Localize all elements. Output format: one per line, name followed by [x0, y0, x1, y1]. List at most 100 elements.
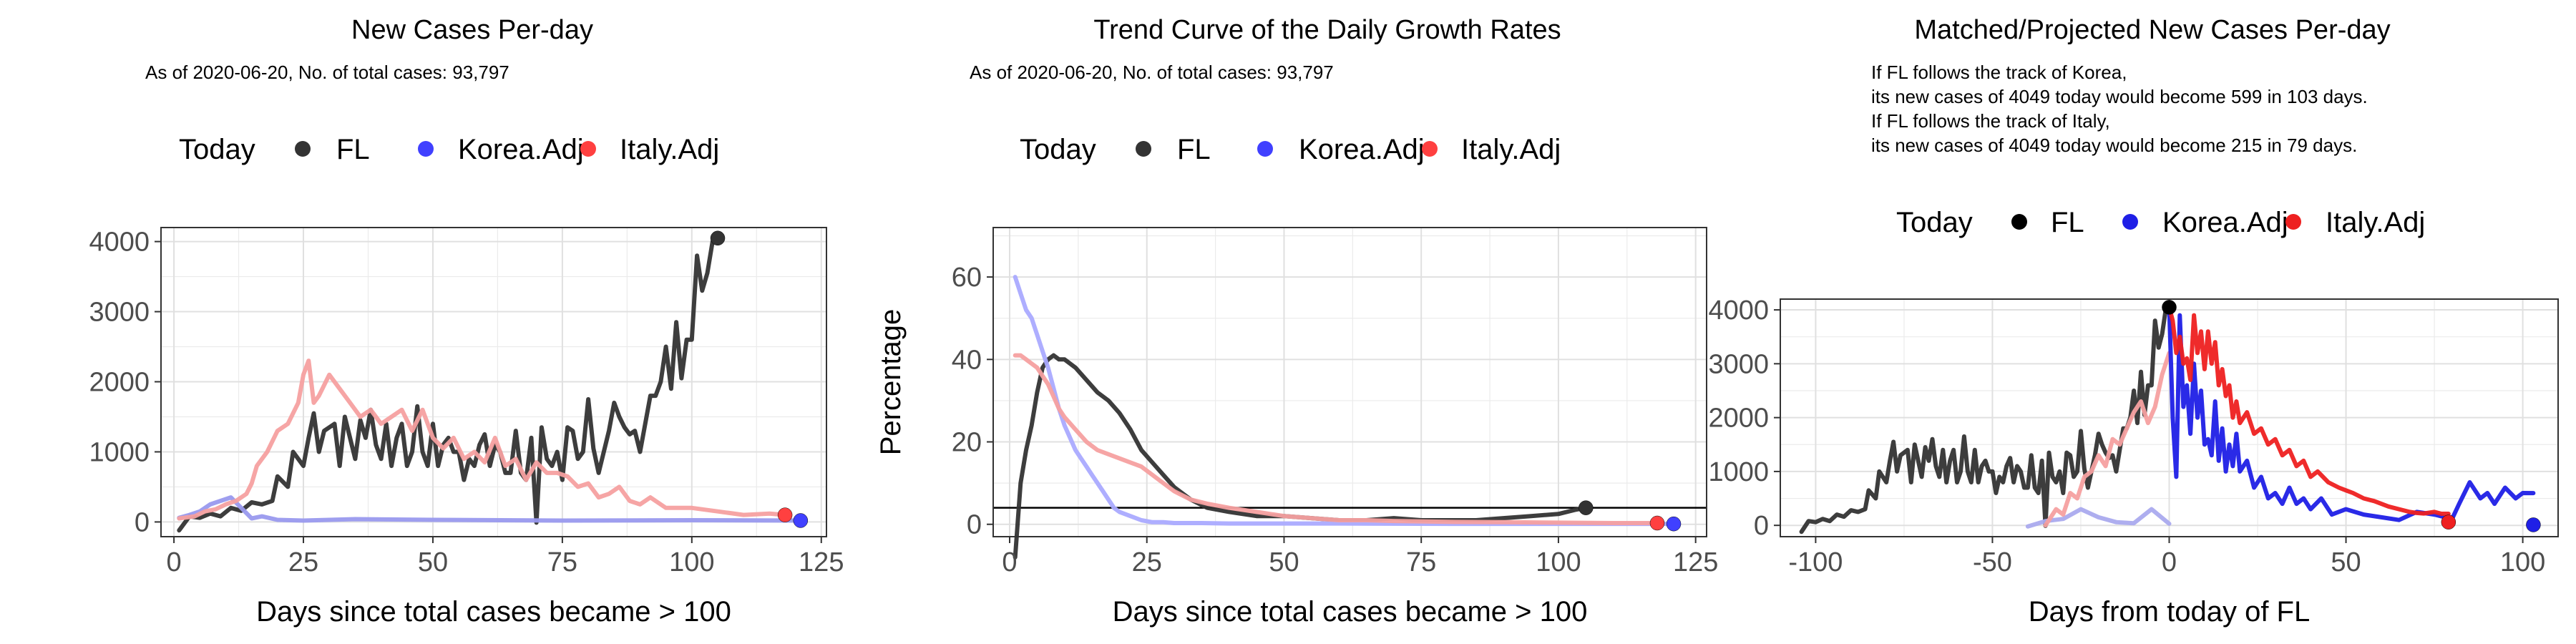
- legend-marker: [2011, 214, 2027, 230]
- chart-subtitle-line: its new cases of 4049 today would become…: [1871, 135, 2357, 156]
- series-line: [1013, 353, 1659, 525]
- chart-subtitle: As of 2020-06-20, No. of total cases: 93…: [970, 62, 1334, 83]
- today-point: [777, 507, 793, 522]
- today-point: [1649, 515, 1665, 531]
- today-point: [710, 230, 726, 246]
- legend-label: Korea.Adj: [1299, 134, 1425, 165]
- x-tick-label: 0: [167, 547, 182, 577]
- series-lines: [1013, 275, 1676, 560]
- axis-ticks: 0 25 50 75 100 125 0 20 40 60: [952, 263, 1719, 577]
- chart-legend: Today FL Korea.Adj Italy.Adj: [1896, 207, 2425, 238]
- series-line: [177, 495, 803, 523]
- legend-label: Italy.Adj: [620, 134, 719, 165]
- plot-border: [992, 227, 1707, 537]
- today-point: [1666, 516, 1682, 532]
- series-line: [177, 358, 788, 521]
- x-tick-label: 50: [1269, 547, 1299, 577]
- legend-label: Italy.Adj: [1461, 134, 1561, 165]
- y-tick-label: 4000: [1708, 296, 1769, 326]
- legend-label: Korea.Adj: [2162, 207, 2288, 238]
- series-line: [2025, 507, 2172, 529]
- chart-title: New Cases Per-day: [351, 15, 593, 45]
- today-point: [2441, 514, 2457, 530]
- x-tick-label: 75: [1406, 547, 1436, 577]
- y-axis-label: Percentage: [875, 309, 907, 456]
- legend-marker: [1257, 141, 1273, 157]
- x-tick-label: -100: [1788, 547, 1843, 577]
- chart-subtitle-line: its new cases of 4049 today would become…: [1871, 86, 2368, 107]
- y-tick-label: 2000: [89, 368, 150, 398]
- legend-marker: [2122, 214, 2138, 230]
- plot-background: [993, 228, 1707, 537]
- x-tick-label: 75: [547, 547, 577, 577]
- chart-panel-2: Trend Curve of the Daily Growth Rates As …: [875, 15, 1718, 628]
- chart-title: Trend Curve of the Daily Growth Rates: [1093, 15, 1561, 45]
- legend-marker: [1422, 141, 1438, 157]
- x-tick-label: 0: [2162, 547, 2177, 577]
- chart-legend: Today FL Korea.Adj Italy.Adj: [1020, 134, 1561, 165]
- chart-legend: Today FL Korea.Adj Italy.Adj: [179, 134, 719, 165]
- grid-lines: [1780, 299, 2558, 537]
- series-line: [177, 235, 720, 533]
- series-line: [1013, 275, 1676, 527]
- x-tick-label: 125: [799, 547, 844, 577]
- y-tick-label: 0: [1754, 511, 1769, 541]
- chart-title: Matched/Projected New Cases Per-day: [1914, 15, 2390, 45]
- chart-subtitle: As of 2020-06-20, No. of total cases: 93…: [145, 62, 509, 83]
- x-tick-label: 100: [1536, 547, 1581, 577]
- y-tick-label: 1000: [89, 437, 150, 467]
- y-tick-label: 3000: [1708, 349, 1769, 379]
- legend-title: Today: [1020, 134, 1096, 165]
- series-lines: [177, 235, 803, 533]
- y-tick-label: 0: [967, 510, 982, 540]
- y-tick-label: 2000: [1708, 404, 1769, 434]
- axis-ticks: 0 25 50 75 100 125 0 1000 2000 3000 4000: [89, 228, 844, 577]
- y-tick-label: 20: [952, 428, 982, 458]
- chart-subtitle-line: If FL follows the track of Italy,: [1871, 110, 2110, 132]
- today-point: [2162, 300, 2177, 315]
- series-line: [2043, 351, 2172, 528]
- x-axis-label: Days from today of FL: [2029, 596, 2310, 628]
- today-point: [793, 513, 809, 528]
- chart-panel-3: Matched/Projected New Cases Per-day If FL…: [1708, 15, 2559, 628]
- legend-title: Today: [1896, 207, 1973, 238]
- x-axis-label: Days since total cases became > 100: [256, 596, 731, 628]
- legend-label: FL: [336, 134, 370, 165]
- legend-label: Korea.Adj: [458, 134, 584, 165]
- x-axis-label: Days since total cases became > 100: [1113, 596, 1588, 628]
- series-line: [2167, 305, 2536, 522]
- x-tick-label: -50: [1973, 547, 2012, 577]
- series-lines: [1799, 305, 2536, 535]
- legend-label: Italy.Adj: [2326, 207, 2425, 238]
- legend-marker: [418, 141, 434, 157]
- x-tick-label: 0: [1002, 547, 1017, 577]
- x-tick-label: 125: [1673, 547, 1718, 577]
- x-tick-label: 50: [2331, 547, 2361, 577]
- legend-label: FL: [1177, 134, 1211, 165]
- y-tick-label: 0: [135, 507, 150, 537]
- series-line: [2167, 305, 2451, 516]
- x-tick-label: 25: [1132, 547, 1162, 577]
- x-tick-label: 50: [418, 547, 448, 577]
- y-tick-label: 40: [952, 345, 982, 375]
- y-tick-label: 3000: [89, 298, 150, 328]
- legend-marker: [2285, 214, 2301, 230]
- chart-panel-1: New Cases Per-day As of 2020-06-20, No. o…: [89, 15, 844, 628]
- y-tick-label: 4000: [89, 228, 150, 258]
- series-line: [1799, 305, 2172, 535]
- legend-marker: [580, 141, 596, 157]
- chart-subtitle-line: If FL follows the track of Korea,: [1871, 62, 2127, 83]
- today-point: [2526, 517, 2541, 532]
- legend-title: Today: [179, 134, 255, 165]
- x-tick-label: 100: [2500, 547, 2545, 577]
- x-tick-label: 100: [669, 547, 714, 577]
- x-tick-label: 25: [288, 547, 318, 577]
- legend-label: FL: [2051, 207, 2084, 238]
- y-tick-label: 1000: [1708, 457, 1769, 487]
- legend-marker: [295, 141, 311, 157]
- today-point: [1579, 500, 1594, 515]
- legend-marker: [1136, 141, 1151, 157]
- y-tick-label: 60: [952, 263, 982, 293]
